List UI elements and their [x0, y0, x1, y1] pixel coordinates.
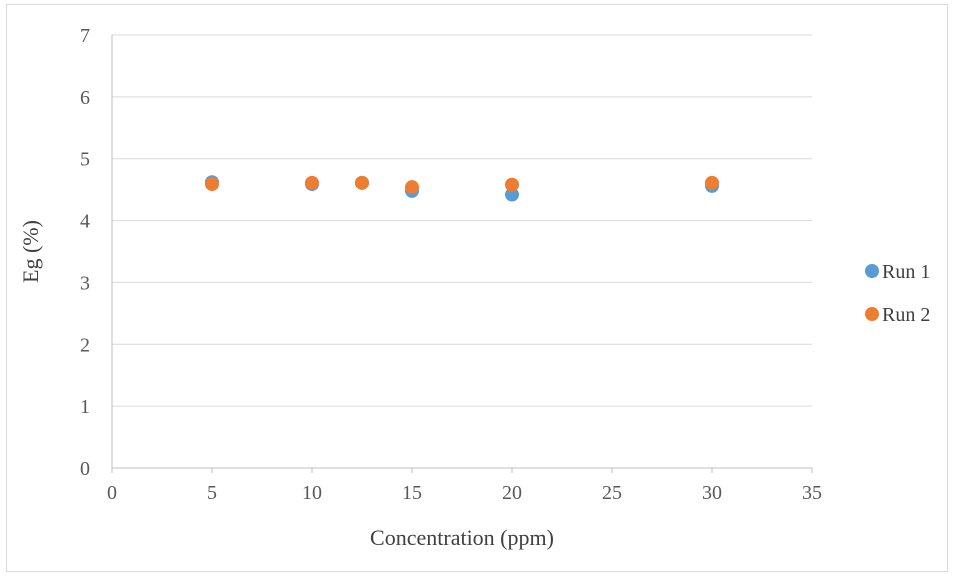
x-tick-label-7: 35 [802, 482, 822, 504]
y-tick-label-0: 0 [80, 458, 90, 480]
point-run-2-3 [405, 180, 419, 195]
gridlines [112, 34, 812, 407]
legend-marker-2 [865, 307, 879, 321]
point-run-1-4 [505, 187, 519, 202]
x-tick-label-3: 15 [402, 482, 422, 504]
point-run-2-4 [505, 177, 519, 192]
x-tick-label-0: 0 [107, 482, 117, 504]
y-tick-labels: 0 1 2 3 4 5 6 7 [80, 25, 90, 480]
point-run-2-1 [305, 175, 319, 190]
legend: Run 1 Run 2 [865, 261, 930, 326]
axes [111, 35, 813, 473]
legend-marker-1 [865, 264, 879, 278]
legend-label-2: Run 2 [882, 304, 930, 326]
y-tick-label-5: 5 [80, 149, 90, 171]
x-tick-label-1: 5 [207, 482, 217, 504]
point-run-2-0 [205, 177, 219, 192]
x-tick-label-4: 20 [502, 482, 522, 504]
x-tick-labels: 0 5 10 15 20 25 30 35 [107, 482, 822, 504]
x-tick-label-6: 30 [702, 482, 722, 504]
legend-label-1: Run 1 [882, 261, 930, 283]
data-points [205, 175, 719, 202]
chart-frame [6, 4, 948, 572]
point-run-2-5 [705, 175, 719, 190]
y-tick-label-7: 7 [80, 25, 90, 47]
x-axis-title: Concentration (ppm) [370, 525, 554, 550]
y-tick-label-2: 2 [80, 334, 90, 356]
point-run-2-2 [355, 175, 369, 190]
x-tick-label-2: 10 [302, 482, 322, 504]
y-tick-label-3: 3 [80, 272, 90, 294]
y-tick-label-1: 1 [80, 396, 90, 418]
y-tick-label-4: 4 [80, 211, 90, 233]
x-tick-label-5: 25 [602, 482, 622, 504]
y-axis-title: Eg (%) [18, 220, 43, 283]
y-tick-label-6: 6 [80, 87, 90, 109]
